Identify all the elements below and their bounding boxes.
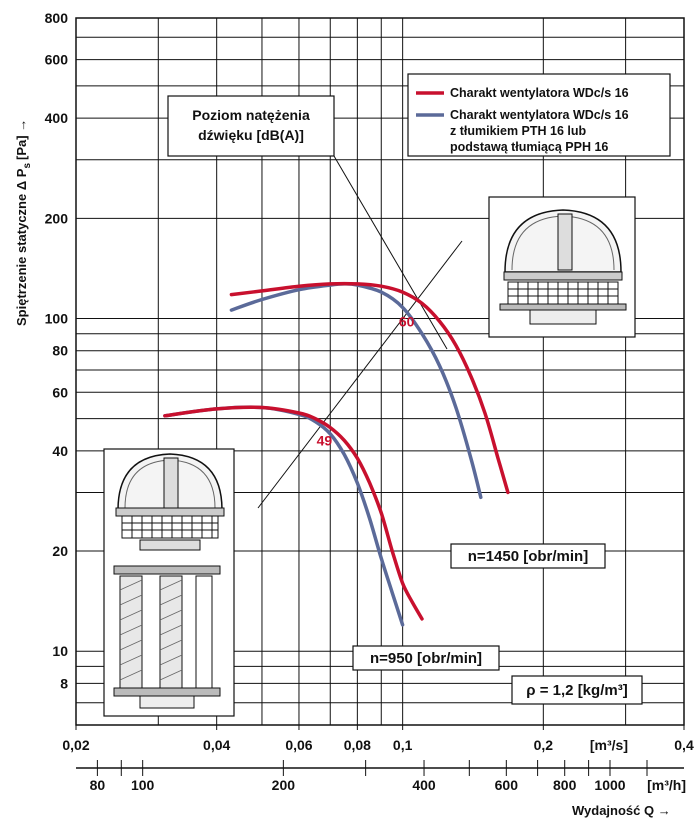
svg-text:ρ = 1,2 [kg/m³]: ρ = 1,2 [kg/m³] <box>526 682 627 699</box>
svg-text:n=950 [obr/min]: n=950 [obr/min] <box>370 650 482 667</box>
density-note: ρ = 1,2 [kg/m³] <box>511 675 643 705</box>
sound-level-line-diagonal <box>257 240 463 509</box>
sound-level-label-60: 60 <box>399 313 415 329</box>
sound-level-title-1: Poziom natężenia <box>192 107 310 123</box>
sound-level-lines <box>257 155 463 509</box>
legend: Charakt wentylatora WDc/s 16 Charakt wen… <box>407 73 671 157</box>
y-tick-label: 40 <box>52 443 68 459</box>
x-axis-ticks-m3s: 0,02 0,04 0,06 0,08 0,1 0,2 0,4 [m³/s] <box>62 725 694 753</box>
x-tick-label-m3s: 0,02 <box>62 737 89 753</box>
fan-illustration-large <box>103 448 235 717</box>
x-tick-label-m3h: 100 <box>131 777 155 793</box>
x-tick-label-m3h: 800 <box>553 777 577 793</box>
y-tick-label: 10 <box>52 643 68 659</box>
x-unit-m3s: [m³/s] <box>590 737 628 753</box>
y-axis-ticks: 8 10 20 40 60 80 100 200 400 600 800 <box>45 10 69 691</box>
speed-note-1450: n=1450 [obr/min] <box>450 543 606 569</box>
y-tick-label: 200 <box>45 210 69 226</box>
sound-level-line-leader <box>333 155 448 350</box>
legend-entry-1: Charakt wentylatora WDc/s 16 <box>450 86 629 100</box>
fan-illustration-small <box>488 196 636 338</box>
sound-level-title-box: Poziom natężenia dźwięku [dB(A)] <box>167 95 335 157</box>
legend-entry-2a: Charakt wentylatora WDc/s 16 <box>450 108 629 122</box>
series-blue-curve-0 <box>229 282 483 500</box>
x-tick-label-m3s: 0,1 <box>393 737 413 753</box>
x-tick-label-m3s: 0,06 <box>285 737 312 753</box>
y-tick-label: 8 <box>60 675 68 691</box>
series-red-curve-0 <box>229 281 510 495</box>
series-red-curve-1 <box>163 405 424 621</box>
sound-level-label-49: 49 <box>317 432 333 448</box>
x-tick-label-m3h: 1000 <box>594 777 625 793</box>
y-tick-label: 100 <box>45 310 69 326</box>
x-tick-label-m3h: 400 <box>412 777 436 793</box>
y-tick-label: 20 <box>52 543 68 559</box>
x-tick-label-m3s: 0,2 <box>534 737 554 753</box>
y-tick-label: 600 <box>45 52 69 68</box>
x-unit-m3h: [m³/h] <box>647 777 686 793</box>
series-group <box>163 281 510 627</box>
legend-entry-2b: z tłumikiem PTH 16 lub <box>450 124 587 138</box>
svg-text:n=1450 [obr/min]: n=1450 [obr/min] <box>468 548 588 565</box>
speed-note-950: n=950 [obr/min] <box>352 645 500 671</box>
sound-level-title-2: dźwięku [dB(A)] <box>198 127 304 143</box>
x-tick-label-m3h: 600 <box>495 777 519 793</box>
y-tick-label: 400 <box>45 110 69 126</box>
x-tick-label-m3s: 0,4 <box>674 737 694 753</box>
x-axis-title: Wydajność Q → <box>572 803 671 818</box>
x-tick-label-m3s: 0,04 <box>203 737 230 753</box>
y-axis-title: Spiętrzenie statyczne Δ Ps[Pa] → <box>14 119 33 326</box>
x-tick-label-m3h: 200 <box>272 777 296 793</box>
x-axis-ticks-m3h: 80 100 200 400 600 800 1000 [m³/h] <box>90 760 686 793</box>
x-tick-label-m3h: 80 <box>90 777 106 793</box>
legend-entry-2c: podstawą tłumiącą PPH 16 <box>450 140 608 154</box>
x-tick-label-m3s: 0,08 <box>344 737 371 753</box>
y-tick-label: 80 <box>52 343 68 359</box>
y-tick-label: 60 <box>52 384 68 400</box>
y-tick-label: 800 <box>45 10 69 26</box>
